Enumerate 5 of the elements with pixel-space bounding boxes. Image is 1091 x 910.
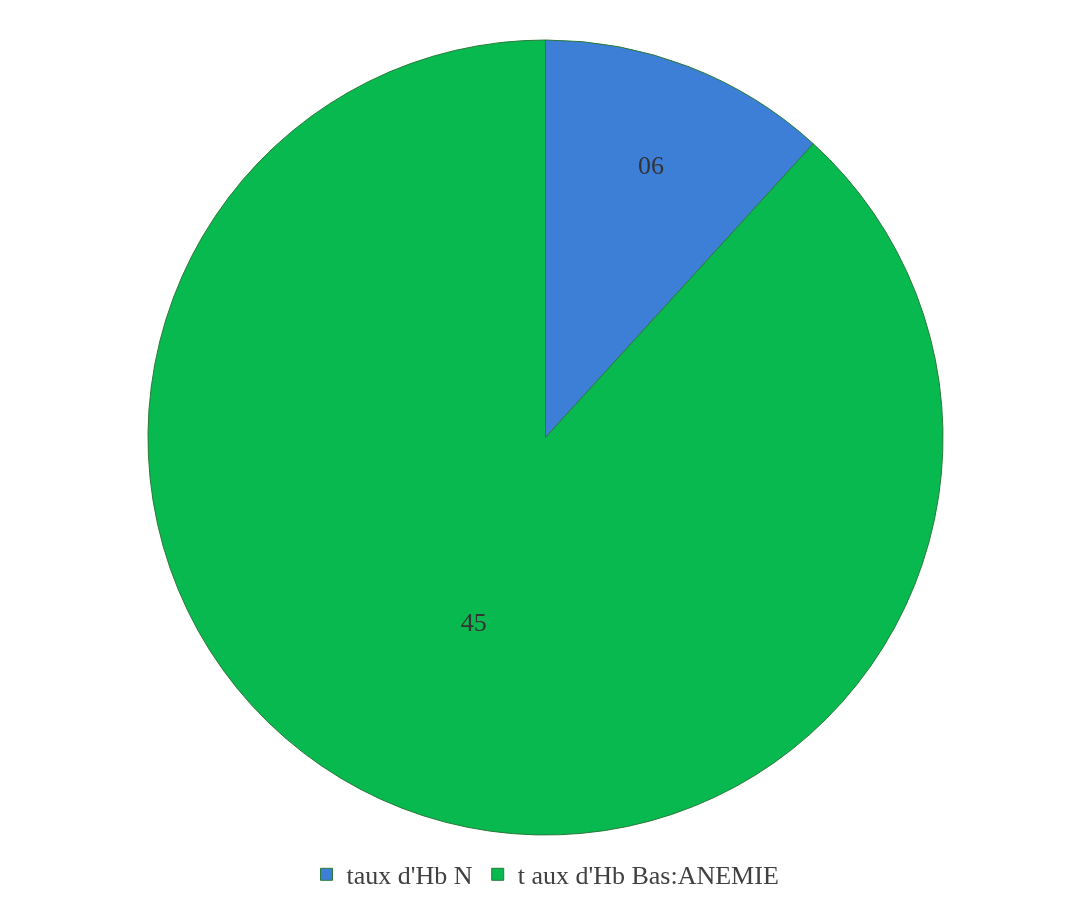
legend-label: t aux d'Hb Bas:ANEMIE: [517, 861, 779, 891]
legend-label: taux d'Hb N: [346, 861, 473, 891]
data-label: 06: [637, 150, 664, 180]
pie-slice: [147, 39, 943, 836]
data-label: 45: [460, 608, 487, 638]
